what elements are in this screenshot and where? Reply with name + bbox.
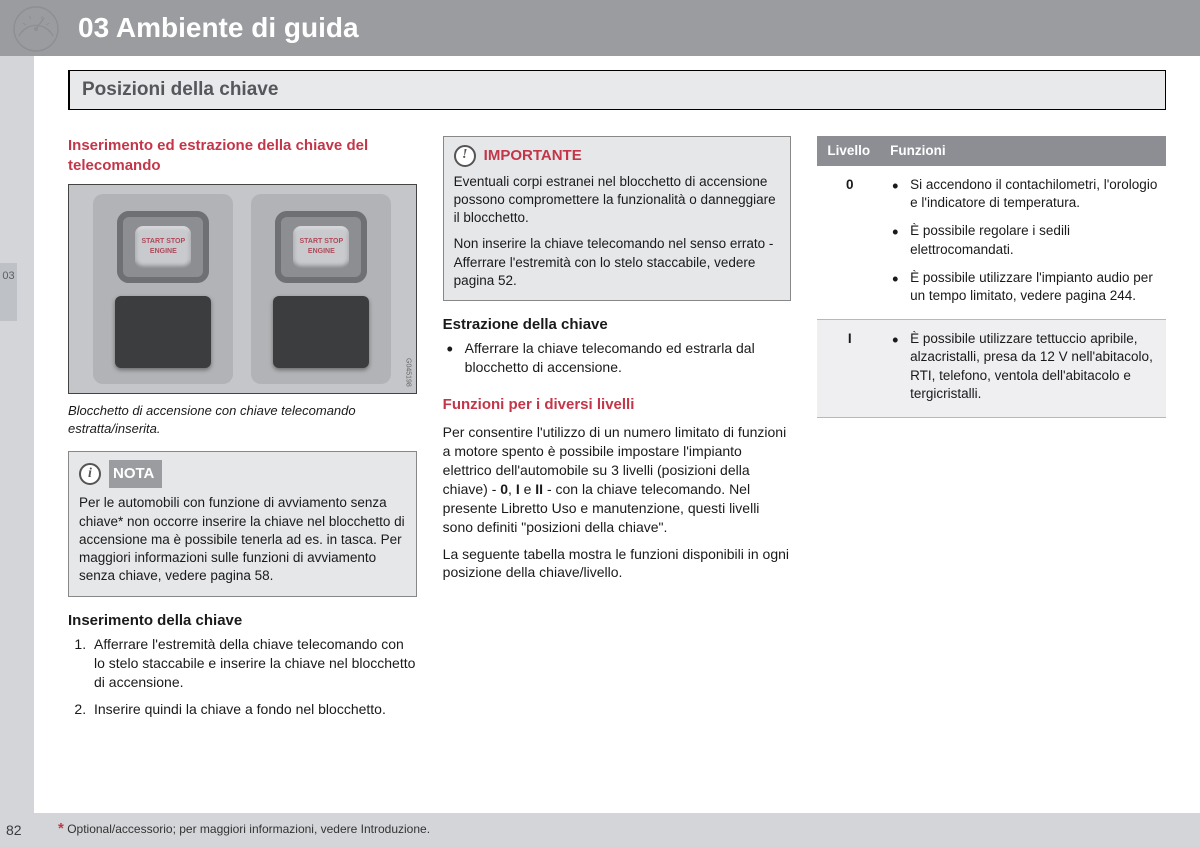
extraction-list: Afferrare la chiave telecomando ed estra… [443, 339, 792, 377]
chapter-header: 03 Ambiente di guida [0, 0, 1200, 56]
functions-table: Livello Funzioni 0 Si accendono il conta… [817, 136, 1166, 418]
illustration-caption: Blocchetto di accensione con chiave tele… [68, 402, 417, 437]
column-2: ! IMPORTANTE Eventuali corpi estranei ne… [443, 136, 792, 727]
content-area: Posizioni della chiave Inserimento ed es… [34, 56, 1200, 813]
list-item: Inserire quindi la chiave a fondo nel bl… [90, 700, 417, 719]
footer-bar: 82 * Optional/accessorio; per maggiori i… [0, 813, 1200, 847]
list-item: È possibile utilizzare l'impianto audio … [890, 269, 1158, 305]
level-cell: I [817, 320, 880, 418]
list-item: È possibile regolare i sedili elettrocom… [890, 222, 1158, 258]
page-number: 82 [6, 821, 22, 840]
column-1: Inserimento ed estrazione della chiave d… [68, 136, 417, 727]
column-3: Livello Funzioni 0 Si accendono il conta… [817, 136, 1166, 727]
func-cell: Si accendono il contachilometri, l'orolo… [880, 166, 1166, 320]
heading-inserimento-chiave: Inserimento della chiave [68, 611, 417, 631]
footer-note: * Optional/accessorio; per maggiori info… [58, 819, 430, 839]
table-row: 0 Si accendono il contachilometri, l'oro… [817, 166, 1166, 320]
asterisk-icon: * [58, 820, 64, 837]
table-header-func: Funzioni [880, 136, 1166, 166]
list-item: Afferrare la chiave telecomando ed estra… [443, 339, 792, 377]
gauge-icon [10, 3, 62, 55]
start-stop-button-icon: START STOP ENGINE [293, 226, 349, 268]
left-margin-strip [0, 56, 34, 847]
chapter-title: 03 Ambiente di guida [78, 9, 359, 47]
alert-icon: ! [454, 145, 476, 167]
heading-estrazione: Estrazione della chiave [443, 315, 792, 335]
info-icon: i [79, 463, 101, 485]
level-cell: 0 [817, 166, 880, 320]
heading-funzioni: Funzioni per i diversi livelli [443, 395, 792, 415]
nota-body: Per le automobili con funzione di avviam… [79, 494, 406, 585]
importante-box: ! IMPORTANTE Eventuali corpi estranei ne… [443, 136, 792, 301]
nota-label: NOTA [109, 460, 162, 488]
heading-inserimento: Inserimento ed estrazione della chiave d… [68, 136, 417, 177]
importante-p2: Non inserire la chiave telecomando nel s… [454, 235, 781, 290]
list-item: Si accendono il contachilometri, l'orolo… [890, 176, 1158, 212]
importante-p1: Eventuali corpi estranei nel blocchetto … [454, 173, 781, 228]
list-item: È possibile utilizzare tettuccio apribil… [890, 330, 1158, 403]
table-header-level: Livello [817, 136, 880, 166]
func-cell: È possibile utilizzare tettuccio apribil… [880, 320, 1166, 418]
table-row: I È possibile utilizzare tettuccio aprib… [817, 320, 1166, 418]
insertion-steps: Afferrare l'estremità della chiave telec… [68, 635, 417, 719]
funzioni-p2: La seguente tabella mostra le funzioni d… [443, 545, 792, 583]
funzioni-p1: Per consentire l'utilizzo di un numero l… [443, 423, 792, 536]
importante-label: IMPORTANTE [484, 146, 582, 166]
section-title: Posizioni della chiave [68, 70, 1166, 110]
ignition-illustration: START STOP ENGINE START STOP ENGINE G045… [68, 184, 417, 394]
side-tab: 03 [0, 263, 17, 321]
list-item: Afferrare l'estremità della chiave telec… [90, 635, 417, 692]
start-stop-button-icon: START STOP ENGINE [135, 226, 191, 268]
nota-box: i NOTA Per le automobili con funzione di… [68, 451, 417, 596]
